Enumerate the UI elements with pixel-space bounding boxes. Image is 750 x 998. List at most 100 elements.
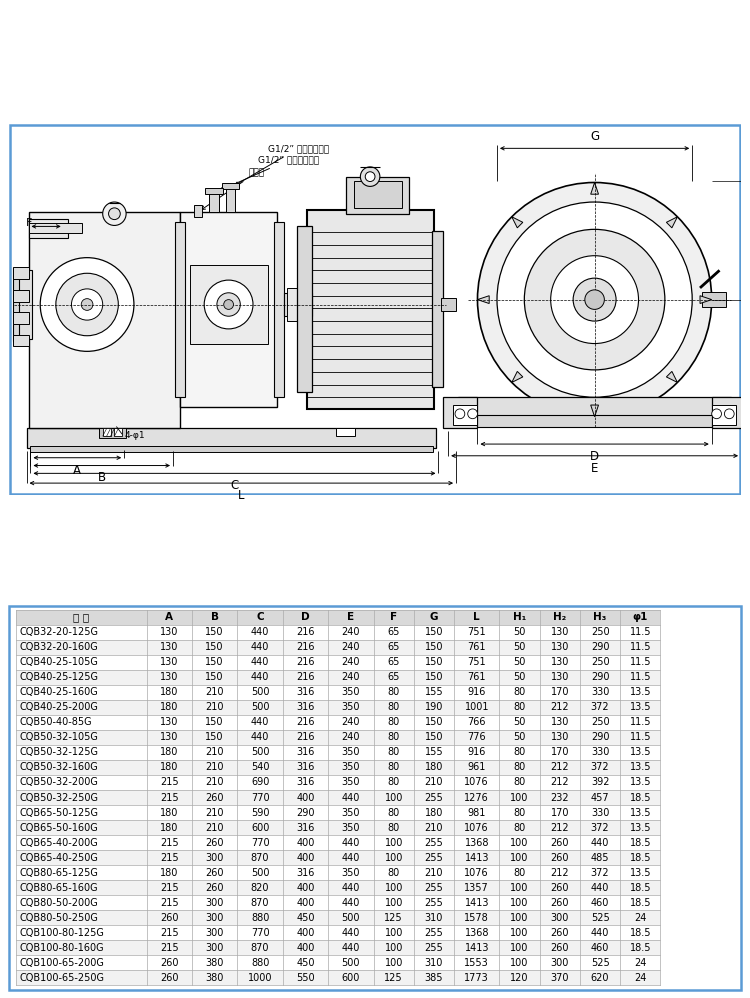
Text: CQB80-65-125G: CQB80-65-125G	[20, 867, 99, 877]
Text: 180: 180	[160, 822, 178, 832]
Text: 260: 260	[206, 882, 224, 892]
Text: 400: 400	[296, 792, 315, 802]
Text: 316: 316	[296, 867, 315, 877]
Circle shape	[217, 292, 240, 316]
Text: A: A	[74, 464, 81, 477]
Text: 620: 620	[591, 973, 609, 983]
Text: 260: 260	[160, 913, 178, 923]
Text: 1413: 1413	[464, 852, 489, 862]
Text: 300: 300	[550, 913, 569, 923]
Text: 80: 80	[514, 777, 526, 787]
Text: C: C	[256, 612, 264, 622]
Text: 500: 500	[251, 748, 269, 757]
Text: 500: 500	[341, 913, 360, 923]
Bar	[13, 312, 28, 324]
Text: 180: 180	[424, 762, 443, 772]
Text: 24: 24	[634, 958, 646, 968]
Text: 450: 450	[296, 913, 315, 923]
Circle shape	[365, 172, 375, 182]
Text: 380: 380	[206, 958, 224, 968]
Text: 440: 440	[251, 718, 269, 728]
Bar	[274, 222, 284, 397]
Bar	[16, 625, 661, 640]
Text: 240: 240	[341, 627, 360, 637]
Text: CQB80-50-200G: CQB80-50-200G	[20, 898, 99, 908]
Bar	[16, 970, 661, 985]
Text: 590: 590	[251, 807, 269, 817]
Text: CQB50-32-250G: CQB50-32-250G	[20, 792, 99, 802]
Text: 350: 350	[341, 762, 360, 772]
Text: 350: 350	[341, 703, 360, 713]
Circle shape	[103, 202, 126, 226]
Text: 215: 215	[160, 777, 178, 787]
Text: 150: 150	[424, 673, 443, 683]
Bar	[13, 267, 28, 279]
Circle shape	[524, 230, 664, 370]
Text: 260: 260	[550, 882, 569, 892]
Text: 400: 400	[296, 837, 315, 847]
Text: 125: 125	[384, 913, 403, 923]
Text: 260: 260	[550, 943, 569, 953]
Text: 80: 80	[514, 762, 526, 772]
Polygon shape	[700, 295, 712, 303]
Text: 130: 130	[550, 658, 569, 668]
Circle shape	[478, 183, 712, 417]
Bar	[16, 270, 32, 338]
Text: 310: 310	[424, 958, 443, 968]
Text: 316: 316	[296, 822, 315, 832]
Text: 65: 65	[388, 642, 400, 653]
Text: 180: 180	[160, 762, 178, 772]
Text: 776: 776	[467, 733, 486, 743]
Text: 255: 255	[424, 928, 443, 938]
Text: 80: 80	[388, 748, 400, 757]
Text: CQB50-32-160G: CQB50-32-160G	[20, 762, 99, 772]
Text: 80: 80	[514, 748, 526, 757]
Bar	[115, 428, 122, 436]
Text: CQB50-32-105G: CQB50-32-105G	[20, 733, 99, 743]
Circle shape	[56, 273, 118, 335]
Text: 80: 80	[388, 703, 400, 713]
Text: 370: 370	[550, 973, 569, 983]
Text: 440: 440	[251, 673, 269, 683]
Text: 150: 150	[424, 733, 443, 743]
Text: 18.5: 18.5	[629, 928, 651, 938]
Text: 350: 350	[341, 867, 360, 877]
Bar	[16, 940, 661, 955]
Text: 13.5: 13.5	[629, 688, 651, 698]
Text: CQB50-32-125G: CQB50-32-125G	[20, 748, 99, 757]
Text: 11.5: 11.5	[629, 733, 651, 743]
Text: 770: 770	[251, 928, 269, 938]
Text: 300: 300	[206, 943, 224, 953]
Text: 440: 440	[342, 837, 360, 847]
Bar	[702, 291, 726, 307]
Text: 100: 100	[511, 852, 529, 862]
Text: 13.5: 13.5	[629, 822, 651, 832]
Text: 330: 330	[591, 807, 609, 817]
Text: 130: 130	[160, 642, 178, 653]
Text: 525: 525	[591, 958, 610, 968]
Text: CQB100-80-160G: CQB100-80-160G	[20, 943, 104, 953]
Text: 11.5: 11.5	[629, 627, 651, 637]
Circle shape	[360, 167, 380, 187]
Bar	[16, 745, 661, 759]
Text: 1276: 1276	[464, 792, 489, 802]
Text: 100: 100	[385, 882, 403, 892]
Text: 80: 80	[514, 703, 526, 713]
Text: 440: 440	[342, 898, 360, 908]
Text: 170: 170	[550, 807, 569, 817]
Text: 392: 392	[591, 777, 609, 787]
Text: 80: 80	[388, 777, 400, 787]
Text: 180: 180	[160, 688, 178, 698]
Text: 751: 751	[467, 627, 486, 637]
Text: 916: 916	[467, 748, 486, 757]
Bar	[16, 925, 661, 940]
Text: 310: 310	[424, 913, 443, 923]
Text: 150: 150	[206, 627, 224, 637]
Bar	[16, 610, 661, 625]
Text: 170: 170	[550, 688, 569, 698]
Text: 880: 880	[251, 958, 269, 968]
Text: 460: 460	[591, 898, 609, 908]
Text: 150: 150	[206, 658, 224, 668]
Bar	[16, 805, 661, 820]
Text: 13.5: 13.5	[629, 762, 651, 772]
